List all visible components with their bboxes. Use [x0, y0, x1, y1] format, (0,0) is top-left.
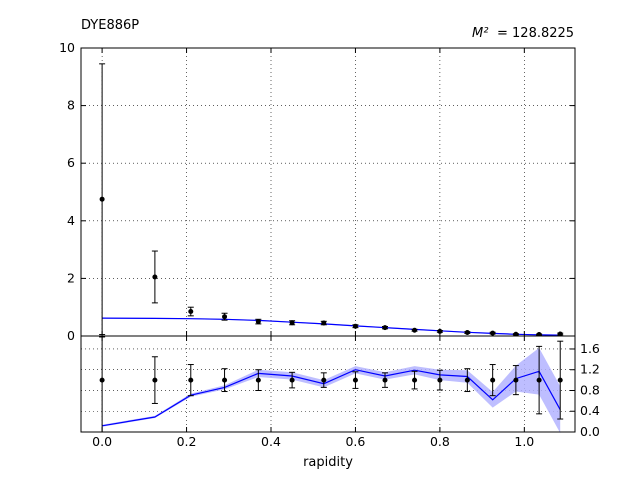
ratio-data-point: [99, 377, 105, 383]
ratio-data-point: [437, 377, 443, 383]
ratio-data-point: [188, 377, 194, 383]
ratio-data-point: [513, 377, 519, 383]
main-ytick-label: 0: [67, 328, 75, 343]
xticks: 0.0 0.2 0.4 0.6 0.8 1.0: [92, 48, 534, 449]
main-ytick-label: 10: [59, 40, 75, 55]
ratio-data-point: [464, 377, 470, 383]
main-data-point: [382, 325, 388, 331]
main-data-point: [557, 331, 563, 337]
ratio-data-point: [321, 377, 327, 383]
ratio-data-point: [152, 377, 158, 383]
main-data-point: [412, 327, 418, 333]
main-yticks: 0 2 4 6 8 10: [59, 40, 575, 343]
ratio-data-point: [352, 377, 358, 383]
ratio-theory-curve: [102, 369, 561, 427]
main-data-point: [464, 330, 470, 336]
ratio-ytick-label: 0.8: [580, 382, 600, 397]
xtick-label: 0.8: [430, 434, 450, 449]
xtick-label: 0.2: [177, 434, 197, 449]
ratio-ytick-label: 1.6: [580, 341, 600, 356]
main-ytick-label: 2: [67, 270, 75, 285]
ratio-data-point: [412, 377, 418, 383]
chi2-value: = 128.8225: [497, 26, 574, 41]
ratio-data-point: [255, 377, 261, 383]
ratio-axes-frame: [80, 335, 576, 433]
main-ytick-label: 4: [67, 213, 75, 228]
main-data-point: [152, 274, 158, 280]
main-panel: 0 2 4 6 8 10: [59, 40, 576, 343]
ratio-data-point: [557, 377, 563, 383]
ratio-data-point: [536, 377, 542, 383]
main-data-point: [188, 309, 194, 315]
main-data-point: [321, 320, 327, 326]
main-ytick-label: 8: [67, 98, 75, 113]
ratio-data-point: [289, 377, 295, 383]
main-data-points: [99, 63, 564, 338]
ratio-data-point: [222, 377, 228, 383]
ratio-panel: 0.0 0.4 0.8 1.2 1.6 0.0 0.2 0.4 0.6 0.8 1.0: [80, 48, 600, 449]
xtick-label: 1.0: [514, 434, 534, 449]
ratio-yticks: 0.0 0.4 0.8 1.2 1.6: [570, 341, 600, 439]
main-data-point: [490, 330, 496, 336]
ratio-ytick-label: 0.4: [580, 403, 600, 418]
ratio-data-point: [382, 377, 388, 383]
ratio-data-points: [99, 336, 564, 433]
xtick-label: 0.6: [345, 434, 365, 449]
chi2-symbol: M²: [472, 26, 488, 41]
main-data-point: [352, 323, 358, 329]
dataset-label: DYE886P: [81, 18, 139, 33]
ratio-theory-line: [102, 369, 561, 427]
main-plot-area: [81, 48, 575, 336]
main-theory-line: [102, 317, 561, 336]
x-axis-label: rapidity: [303, 455, 353, 470]
ratio-data-point: [490, 377, 496, 383]
main-theory-curve: [102, 317, 561, 336]
main-ytick-label: 6: [67, 155, 75, 170]
main-data-point: [255, 319, 261, 325]
main-data-point: [289, 320, 295, 326]
main-data-point: [99, 196, 105, 202]
ratio-ytick-label: 1.2: [580, 362, 600, 377]
xtick-label: 0.0: [92, 434, 112, 449]
xtick-label: 0.4: [261, 434, 281, 449]
main-data-point: [222, 314, 228, 320]
ratio-ytick-label: 0.0: [580, 424, 600, 439]
